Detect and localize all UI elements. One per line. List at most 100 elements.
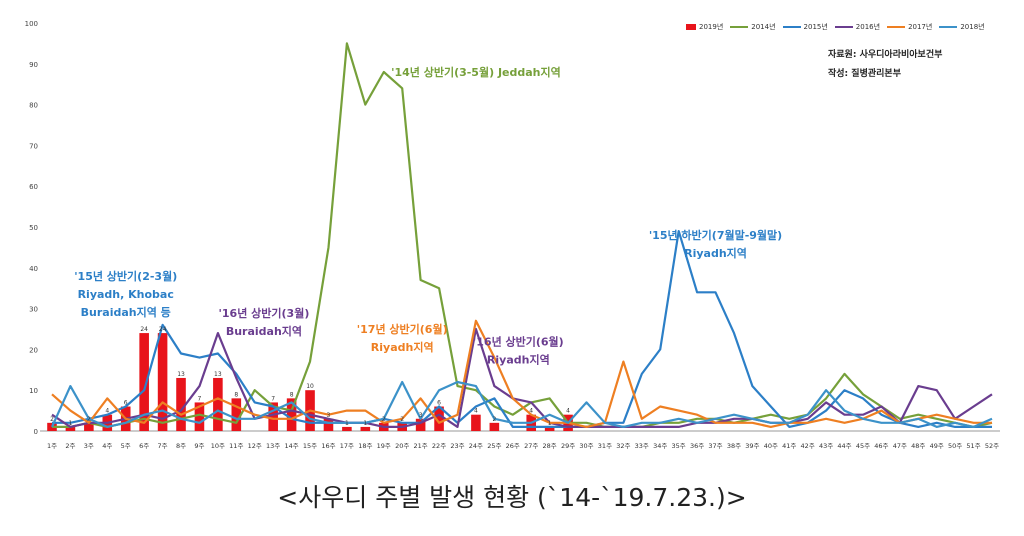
legend-item: 2017년 [887, 22, 932, 32]
series-line-2014년 [52, 42, 993, 428]
x-tick-label: 32주 [616, 442, 630, 450]
bar [544, 426, 555, 431]
x-tick-label: 8주 [176, 442, 186, 450]
x-tick-label: 35주 [672, 442, 686, 450]
legend-swatch [730, 26, 749, 28]
annotation-line: Riyadh, Khobac [78, 288, 174, 301]
bar [323, 418, 334, 431]
x-tick-label: 43주 [819, 442, 833, 450]
legend-item: 2019년 [686, 22, 723, 32]
x-tick-label: 49주 [930, 442, 944, 450]
bar [286, 398, 297, 431]
bar-data-label: 2 [87, 416, 91, 423]
bar-data-label: 8 [290, 391, 294, 398]
bar-data-label: 13 [177, 371, 185, 378]
chart-legend: 2019년 2014년 2015년 2016년 2017년 2018년 [686, 22, 985, 32]
annotation-line: '16년 상반기(6월) [473, 334, 564, 348]
x-tick-label: 37주 [708, 442, 722, 450]
x-tick-label: 5주 [121, 442, 131, 450]
bar [489, 422, 500, 431]
legend-label: 2017년 [908, 23, 933, 31]
x-tick-label: 1주 [47, 442, 57, 450]
legend-item: 2015년 [782, 22, 828, 32]
x-tick-label: 13주 [266, 442, 280, 450]
x-tick-label: 28주 [543, 442, 557, 450]
x-tick-label: 17주 [340, 442, 354, 450]
x-tick-label: 16주 [321, 442, 335, 450]
bar-data-label: 2 [382, 416, 386, 423]
bar-data-label: 13 [214, 371, 222, 378]
series-line-2015년 [52, 230, 992, 428]
x-tick-label: 44주 [837, 442, 851, 450]
legend-swatch [939, 26, 958, 28]
annotation-line: '17년 상반기(6월) [357, 322, 448, 336]
bar-data-label: 1 [345, 420, 349, 427]
x-tick-label: 26주 [506, 442, 520, 450]
annotation-line: '16년 상반기(3월) [219, 306, 310, 320]
bar-data-label: 3 [419, 412, 423, 419]
legend-label: 2016년 [855, 23, 881, 31]
bar-data-label: 7 [198, 395, 202, 402]
x-tick-label: 38주 [727, 442, 741, 450]
bar [176, 377, 186, 431]
bar [360, 426, 371, 431]
y-tick-label: 80 [29, 102, 38, 110]
bar [268, 402, 278, 431]
bar-data-label: 1 [548, 420, 552, 427]
x-tick-label: 42주 [801, 442, 815, 450]
x-tick-label: 22주 [432, 442, 446, 450]
y-tick-label: 30 [29, 306, 38, 314]
x-tick-label: 24주 [469, 442, 483, 450]
annotation: '16년 상반기(3월) Buraidah지역 [219, 306, 310, 338]
bar-data-label: 1 [363, 420, 367, 427]
annotation: '15년 하반기(7월말-9월말) Riyadh지역 [649, 228, 782, 260]
bar-data-label: 10 [306, 383, 314, 390]
annotation: '14년 상반기(3-5월) Jeddah지역 [391, 65, 561, 79]
bar-data-label: 7 [271, 395, 275, 402]
legend-label: 2015년 [803, 23, 828, 31]
bar-data-label: 8 [234, 391, 238, 398]
y-tick-label: 70 [29, 142, 38, 150]
annotation-line: '15년 하반기(7월말-9월말) [649, 228, 782, 242]
bar-data-label: 3 [327, 412, 331, 419]
bar [434, 406, 444, 431]
annotation-line: '14년 상반기(3-5월) Jeddah지역 [391, 65, 561, 79]
y-tick-label: 10 [29, 387, 38, 395]
x-tick-label: 23주 [450, 442, 464, 450]
x-tick-label: 45주 [856, 442, 870, 450]
x-tick-label: 14주 [284, 442, 298, 450]
x-tick-label: 19주 [377, 442, 391, 450]
bar-data-label: 2 [50, 416, 54, 423]
bar [213, 377, 223, 431]
bar-data-label: 4 [474, 408, 478, 415]
bar-data-label: 2 [492, 416, 496, 423]
bar [157, 333, 168, 431]
x-tick-label: 12주 [248, 442, 262, 450]
bar [415, 418, 426, 431]
bar-data-label: 24 [140, 326, 148, 333]
author-label: 작성: 질병관리본부 [828, 69, 901, 79]
chart-caption: <사우디 주별 발생 현황 (`14-`19.7.23.)> [277, 483, 747, 512]
bar-data-label: 1 [69, 420, 73, 427]
legend-swatch [887, 26, 906, 28]
x-tick-label: 9주 [194, 442, 204, 450]
x-tick-label: 27주 [524, 442, 538, 450]
x-tick-label: 25주 [487, 442, 501, 450]
bar [194, 402, 205, 431]
series-line-2016년 [51, 327, 993, 428]
y-tick-label: 40 [29, 265, 38, 273]
bar-data-label: 2 [400, 416, 404, 423]
x-tick-label: 40주 [764, 442, 778, 450]
annotation-line: Riyadh지역 [684, 246, 747, 260]
legend-swatch [834, 26, 853, 28]
legend-swatch [782, 26, 801, 28]
y-tick-label: 100 [25, 20, 38, 28]
series-line-2018년 [50, 380, 993, 428]
bar [342, 426, 352, 431]
x-tick-label: 30주 [579, 442, 593, 450]
x-tick-label: 15주 [303, 442, 317, 450]
x-tick-label: 31주 [598, 442, 612, 450]
legend-swatch [686, 24, 696, 30]
